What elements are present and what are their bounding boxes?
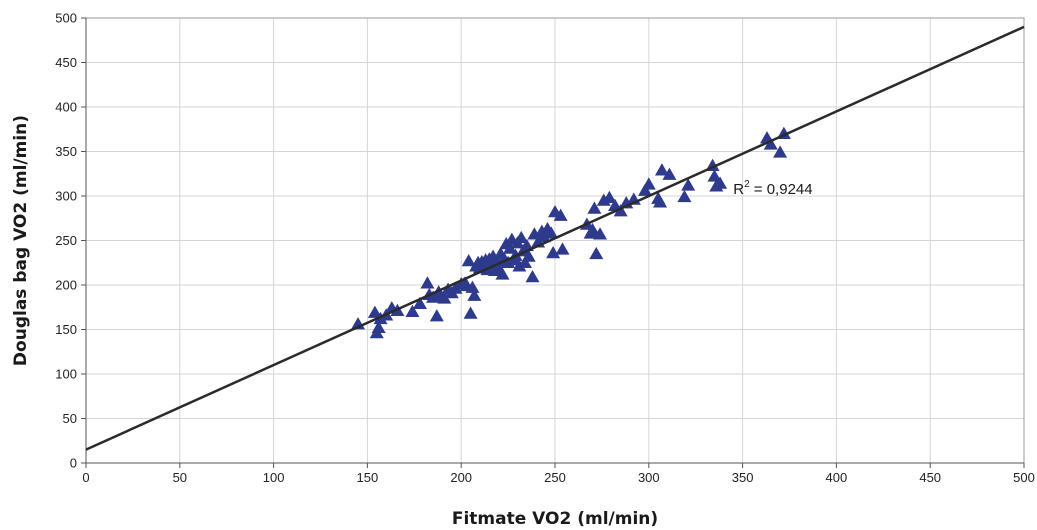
y-tick-label: 400 [55, 100, 77, 115]
trendline [85, 25, 1025, 451]
y-tick-label: 500 [55, 11, 77, 26]
data-point [437, 291, 452, 304]
x-tick-label: 350 [732, 470, 754, 485]
data-point [502, 241, 517, 254]
data-point [585, 222, 600, 236]
data-point [544, 226, 559, 239]
data-point [587, 201, 602, 214]
x-axis-tick-labels: 0 50 100 150 200 250 300 350 400 450 500 [82, 470, 1034, 485]
data-point [546, 245, 561, 259]
data-point [512, 259, 527, 272]
x-tick-label: 100 [263, 470, 285, 485]
y-tick-label: 450 [55, 55, 77, 70]
data-point [420, 276, 435, 289]
r-squared-value: = 0,9244 [750, 181, 813, 198]
data-point [593, 227, 608, 240]
r-squared-prefix: R [733, 181, 744, 198]
data-point [521, 249, 536, 262]
y-tick-label: 100 [55, 367, 77, 382]
x-tick-label: 400 [826, 470, 848, 485]
data-point [536, 229, 551, 243]
data-point [461, 253, 476, 267]
x-tick-label: 450 [919, 470, 941, 485]
y-tick-label: 50 [63, 411, 77, 426]
data-point [467, 288, 482, 301]
data-point [412, 296, 427, 309]
x-tick-label: 500 [1013, 470, 1035, 485]
data-point [613, 204, 628, 217]
data-point [525, 269, 540, 283]
axes [81, 17, 1025, 468]
data-point [371, 320, 386, 333]
x-axis-title: Fitmate VO2 (ml/min) [452, 509, 658, 529]
data-point [653, 195, 668, 208]
data-point [553, 208, 568, 221]
data-point [589, 246, 604, 260]
y-tick-label: 250 [55, 233, 77, 248]
data-point [514, 230, 529, 244]
data-points [351, 126, 791, 339]
data-point [517, 255, 532, 268]
data-point [638, 183, 653, 196]
r-squared-annotation: R2 = 0,9244 [733, 179, 812, 198]
data-point [662, 167, 677, 180]
y-axis-title: Douglas bag VO2 (ml/min) [11, 115, 31, 366]
data-point [654, 163, 669, 176]
data-point [465, 280, 480, 293]
data-point [367, 305, 382, 318]
data-point [763, 137, 778, 150]
x-tick-label: 200 [450, 470, 472, 485]
data-point [495, 267, 510, 280]
data-point [681, 178, 696, 191]
x-tick-label: 150 [357, 470, 379, 485]
x-tick-label: 250 [544, 470, 566, 485]
data-point [555, 242, 570, 255]
data-point [707, 169, 722, 182]
data-point [677, 189, 692, 203]
y-tick-label: 300 [55, 189, 77, 204]
x-tick-label: 0 [82, 470, 89, 485]
y-tick-label: 350 [55, 144, 77, 159]
data-point [602, 190, 617, 204]
data-point [463, 306, 478, 319]
y-tick-label: 200 [55, 278, 77, 293]
y-tick-label: 150 [55, 322, 77, 337]
data-point [429, 309, 444, 322]
x-tick-label: 50 [173, 470, 187, 485]
data-point [773, 145, 788, 158]
x-tick-label: 300 [638, 470, 660, 485]
data-point [713, 176, 728, 189]
r-squared-superscript: 2 [744, 179, 750, 190]
data-point [641, 177, 656, 190]
data-point [405, 304, 420, 317]
y-tick-label: 0 [70, 456, 77, 471]
y-axis-tick-labels: 0 50 100 150 200 250 300 350 400 450 500 [55, 11, 77, 471]
